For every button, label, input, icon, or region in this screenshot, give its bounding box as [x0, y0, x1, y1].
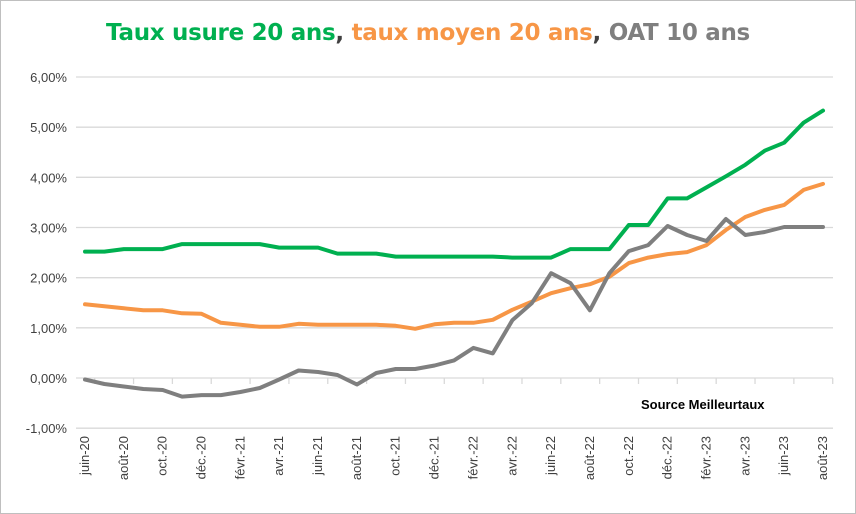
y-tick-label: -1,00% [26, 421, 68, 436]
x-tick-label: oct.-20 [155, 436, 170, 476]
x-tick-label: juin-20 [77, 436, 92, 476]
x-tick-label: août-22 [582, 436, 597, 480]
x-tick-label: juin-21 [310, 436, 325, 476]
x-tick-label: juin-23 [776, 436, 791, 476]
y-tick-label: 4,00% [30, 170, 67, 185]
title-sep-1: , [335, 20, 352, 46]
x-tick-label: juin-22 [543, 436, 558, 476]
x-tick-label: avr.-23 [737, 436, 752, 476]
y-tick-label: 0,00% [30, 371, 67, 386]
x-tick-label: oct.-22 [621, 436, 636, 476]
y-tick-label: 6,00% [30, 70, 67, 85]
x-tick-label: août-20 [116, 436, 131, 480]
y-tick-label: 2,00% [30, 271, 67, 286]
x-tick-label: oct.-21 [388, 436, 403, 476]
y-tick-label: 3,00% [30, 221, 67, 236]
title-oat: OAT 10 ans [608, 20, 751, 46]
x-tick-label: août-23 [815, 436, 830, 480]
x-tick-label: avr.-22 [504, 436, 519, 476]
x-tick-label: avr.-21 [271, 436, 286, 476]
x-tick-label: févr.-21 [232, 436, 247, 479]
title-moyen: taux moyen 20 ans [351, 20, 593, 46]
source-annotation: Source Meilleurtaux [641, 397, 765, 412]
y-tick-label: 1,00% [30, 321, 67, 336]
title-usure: Taux usure 20 ans [106, 20, 336, 46]
x-tick-label: févr.-23 [698, 436, 713, 479]
x-tick-label: déc.-20 [194, 436, 209, 479]
chart-title: Taux usure 20 ans, taux moyen 20 ans, OA… [0, 20, 856, 46]
y-tick-label: 5,00% [30, 120, 67, 135]
title-sep-2: , [592, 20, 609, 46]
x-tick-label: déc.-22 [660, 436, 675, 479]
x-tick-label: août-21 [349, 436, 364, 480]
x-tick-label: févr.-22 [465, 436, 480, 479]
x-tick-label: déc.-21 [427, 436, 442, 479]
